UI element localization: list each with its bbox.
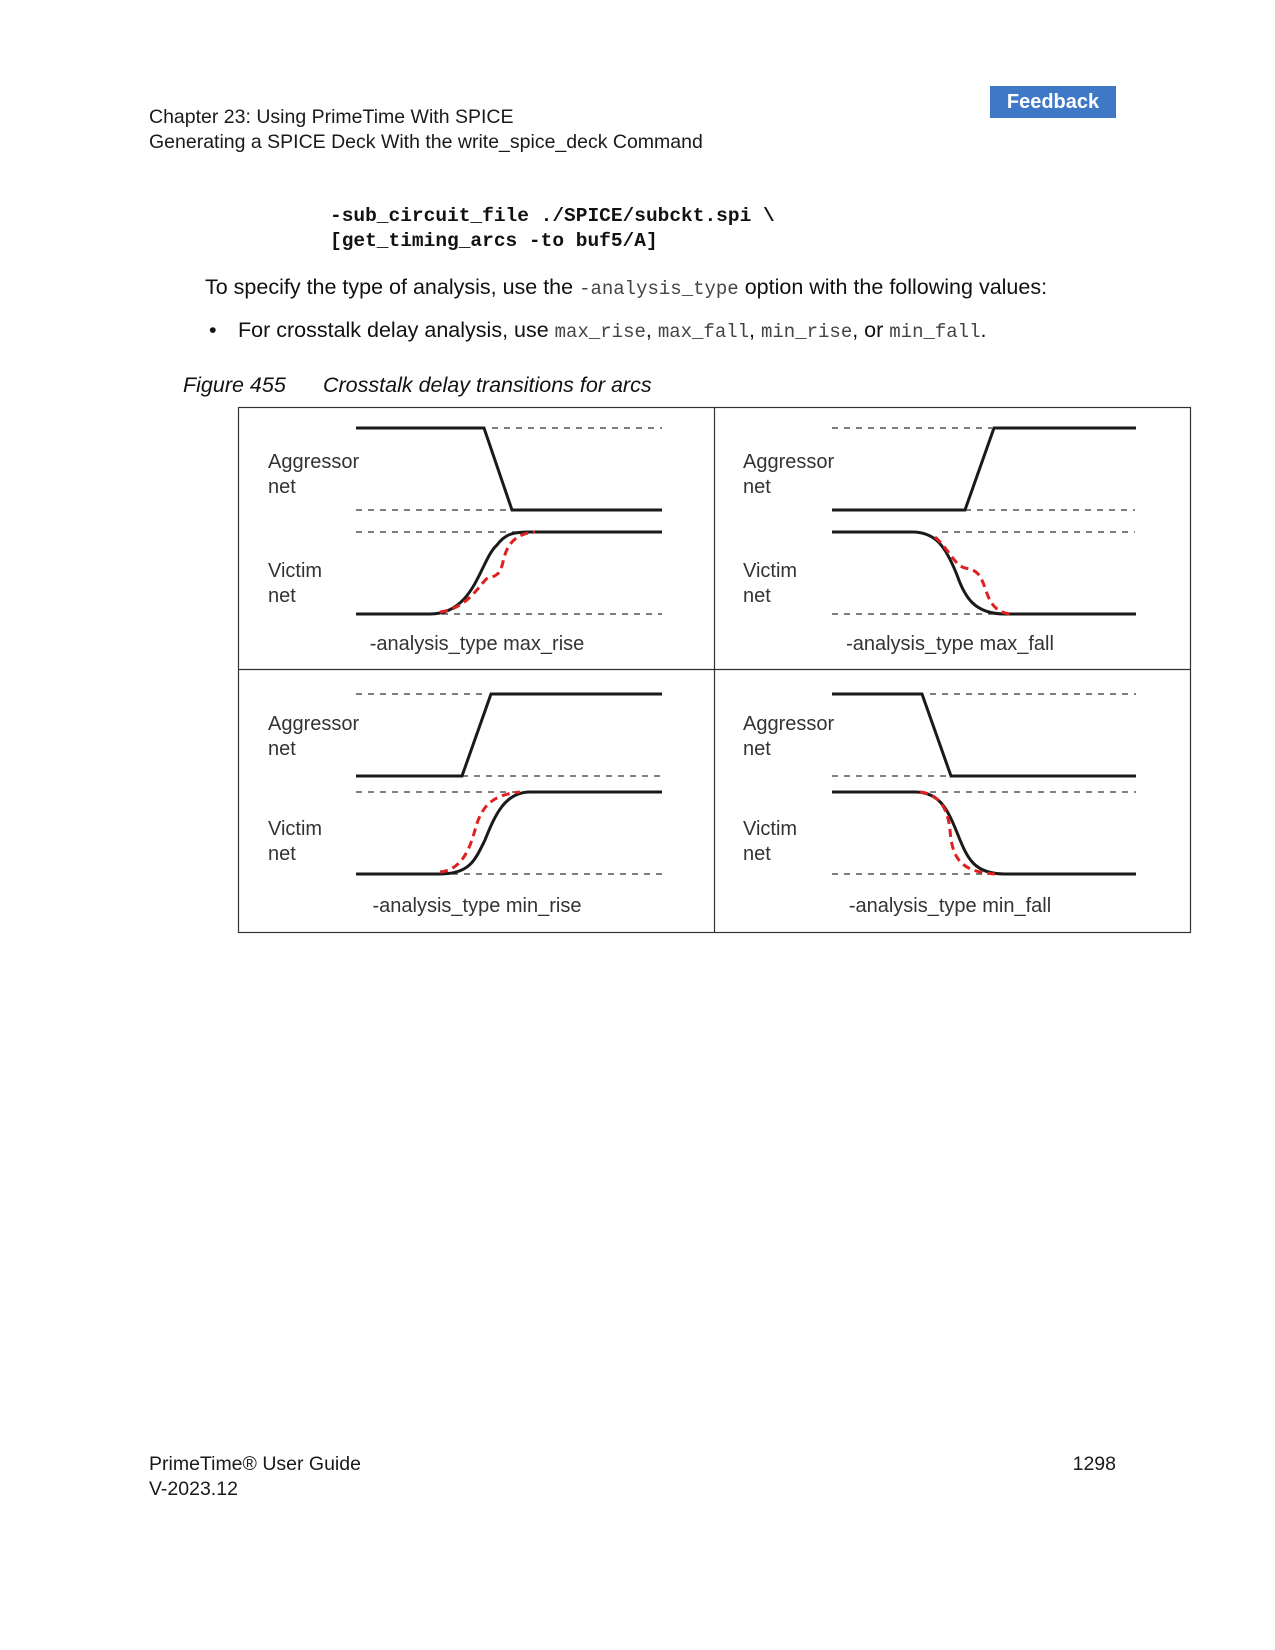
threshold-lines — [356, 693, 662, 875]
figure-number: Figure 455 — [183, 373, 286, 397]
code-line-1: -sub_circuit_file ./SPICE/subckt.spi \ — [330, 205, 775, 227]
victim-crosstalk-waveform — [439, 530, 536, 614]
victim-label: Victim — [743, 818, 797, 840]
victim-nominal-waveform — [356, 530, 662, 616]
paragraph-text-after: option with the following values: — [738, 275, 1048, 299]
victim-label: Victim — [268, 560, 322, 582]
aggressor-waveform — [356, 692, 662, 778]
bullet-sep-2: , — [749, 318, 761, 342]
value-max-fall: max_fall — [657, 321, 750, 343]
bullet-sep-3: , or — [852, 318, 890, 342]
panel-caption: -analysis_type min_fall — [849, 895, 1051, 917]
victim-label: Victim — [743, 560, 797, 582]
victim-label-net: net — [268, 585, 296, 607]
victim-crosstalk-waveform — [919, 790, 996, 876]
victim-label-net: net — [743, 843, 771, 865]
aggressor-waveform — [356, 426, 662, 512]
victim-crosstalk-waveform — [439, 790, 521, 874]
page-number: 1298 — [1072, 1453, 1116, 1475]
victim-nominal-waveform — [356, 790, 662, 876]
panel-min-rise: Aggressor net Victim net -analysis_type … — [268, 692, 662, 917]
bullet-sep-1: , — [645, 318, 658, 342]
bullet-lead: For crosstalk delay analysis, use — [238, 318, 555, 342]
feedback-button[interactable]: Feedback — [990, 86, 1116, 118]
aggressor-label-net: net — [268, 738, 296, 760]
analysis-type-paragraph: To specify the type of analysis, use the… — [205, 273, 1047, 303]
victim-label-net: net — [268, 843, 296, 865]
panel-max-fall: Aggressor net Victim net -analysis_type … — [743, 426, 1136, 655]
panel-caption: -analysis_type min_rise — [373, 895, 582, 917]
section-title: Generating a SPICE Deck With the write_s… — [149, 131, 703, 153]
aggressor-waveform — [832, 692, 1136, 778]
aggressor-label: Aggressor — [268, 451, 359, 473]
victim-nominal-waveform — [832, 790, 1136, 876]
code-line-2: [get_timing_arcs -to buf5/A] — [330, 230, 658, 252]
aggressor-label: Aggressor — [743, 451, 834, 473]
victim-nominal-waveform — [832, 530, 1136, 616]
aggressor-label: Aggressor — [743, 713, 834, 735]
aggressor-label-net: net — [743, 476, 771, 498]
panel-min-fall: Aggressor net Victim net -analysis_type … — [743, 692, 1136, 917]
threshold-lines — [832, 427, 1135, 615]
figure-caption: Figure 455 Crosstalk delay transitions fo… — [183, 371, 652, 399]
figure-title: Crosstalk delay transitions for arcs — [323, 373, 652, 397]
bullet-end: . — [980, 318, 987, 342]
aggressor-label-net: net — [743, 738, 771, 760]
value-max-rise: max_rise — [554, 321, 646, 343]
panel-caption: -analysis_type max_fall — [846, 633, 1054, 655]
footer-version: V-2023.12 — [149, 1478, 238, 1500]
panel-caption: -analysis_type max_rise — [370, 633, 585, 655]
victim-label-net: net — [743, 585, 771, 607]
threshold-lines — [832, 693, 1136, 875]
victim-label: Victim — [268, 818, 322, 840]
aggressor-label-net: net — [268, 476, 296, 498]
panel-max-rise: Aggressor net Victim net -analysis_type … — [268, 426, 662, 655]
aggressor-label: Aggressor — [268, 713, 359, 735]
bullet-item: For crosstalk delay analysis, use max_ri… — [238, 316, 986, 346]
value-min-rise: min_rise — [761, 321, 853, 343]
paragraph-text-before: To specify the type of analysis, use the — [205, 275, 580, 299]
threshold-lines — [356, 427, 662, 615]
footer-title: PrimeTime® User Guide — [149, 1453, 361, 1475]
bullet-marker: • — [209, 318, 217, 342]
victim-crosstalk-waveform — [934, 535, 1011, 616]
chapter-title: Chapter 23: Using PrimeTime With SPICE — [149, 106, 514, 128]
value-min-fall: min_fall — [889, 321, 981, 343]
aggressor-waveform — [832, 426, 1136, 512]
analysis-type-option: -analysis_type — [579, 278, 739, 300]
